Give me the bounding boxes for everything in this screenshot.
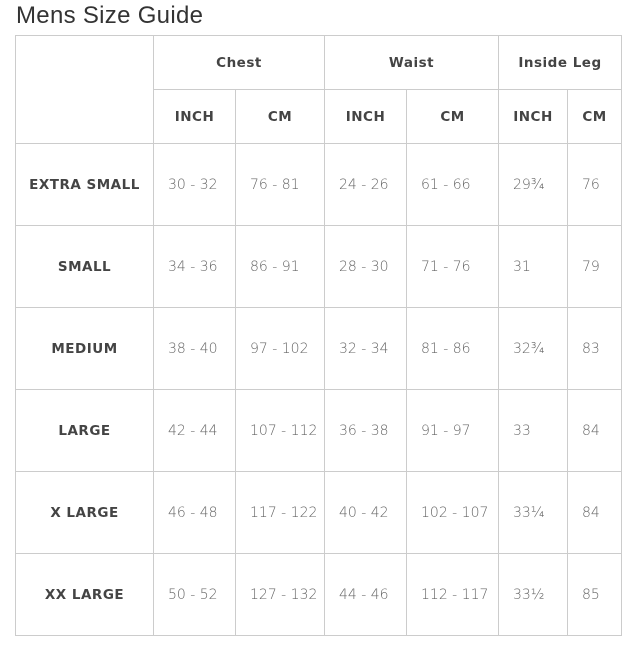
measurement-cell: 40 - 42 (324, 471, 407, 554)
measurement-cell: 107 - 112 (235, 389, 325, 472)
table-row: LARGE 42 - 44 107 - 112 36 - 38 91 - 97 33 84 (15, 389, 622, 472)
measurement-cell: 29¾ (498, 143, 568, 226)
measurement-cell: 127 - 132 (235, 553, 325, 636)
measurement-cell: 76 - 81 (235, 143, 325, 226)
measurement-cell: 79 (567, 225, 622, 308)
measurement-cell: 30 - 32 (153, 143, 236, 226)
measurement-cell: 81 - 86 (406, 307, 499, 390)
page-title: Mens Size Guide (16, 2, 204, 29)
table-row: EXTRA SMALL 30 - 32 76 - 81 24 - 26 61 - 66 2… (15, 143, 622, 226)
measurement-cell: 61 - 66 (406, 143, 499, 226)
table-row: XX LARGE 50 - 52 127 - 132 44 - 46 112 - 117… (15, 553, 622, 636)
unit-header: INCH (498, 89, 568, 144)
measurement-cell: 32 - 34 (324, 307, 407, 390)
unit-header: CM (406, 89, 499, 144)
unit-header: INCH (153, 89, 236, 144)
measurement-cell: 42 - 44 (153, 389, 236, 472)
measurement-cell: 84 (567, 389, 622, 472)
measurement-cell: 85 (567, 553, 622, 636)
measurement-cell: 33½ (498, 553, 568, 636)
corner-header (15, 35, 154, 144)
size-label: X LARGE (15, 471, 154, 554)
measurement-cell: 84 (567, 471, 622, 554)
measurement-cell: 34 - 36 (153, 225, 236, 308)
measurement-cell: 36 - 38 (324, 389, 407, 472)
measurement-cell: 33¼ (498, 471, 568, 554)
measurement-cell: 117 - 122 (235, 471, 325, 554)
measurement-cell: 71 - 76 (406, 225, 499, 308)
table-row: SMALL 34 - 36 86 - 91 28 - 30 71 - 76 31 79 (15, 225, 622, 308)
measurement-cell: 76 (567, 143, 622, 226)
measurement-cell: 112 - 117 (406, 553, 499, 636)
measurement-cell: 91 - 97 (406, 389, 499, 472)
group-header: Inside Leg (498, 35, 622, 90)
measurement-cell: 24 - 26 (324, 143, 407, 226)
unit-header: CM (567, 89, 622, 144)
size-label: SMALL (15, 225, 154, 308)
size-label: LARGE (15, 389, 154, 472)
measurement-cell: 44 - 46 (324, 553, 407, 636)
table-row: X LARGE 46 - 48 117 - 122 40 - 42 102 - 107 3… (15, 471, 622, 554)
size-guide-table: Chest Waist Inside Leg INCH CM INCH CM INCH C… (15, 35, 622, 636)
size-label: MEDIUM (15, 307, 154, 390)
measurement-cell: 97 - 102 (235, 307, 325, 390)
measurement-cell: 28 - 30 (324, 225, 407, 308)
measurement-cell: 86 - 91 (235, 225, 325, 308)
size-label: EXTRA SMALL (15, 143, 154, 226)
unit-header: CM (235, 89, 325, 144)
group-header: Waist (324, 35, 499, 90)
measurement-cell: 83 (567, 307, 622, 390)
measurement-cell: 102 - 107 (406, 471, 499, 554)
measurement-cell: 33 (498, 389, 568, 472)
unit-header: INCH (324, 89, 407, 144)
size-label: XX LARGE (15, 553, 154, 636)
measurement-cell: 46 - 48 (153, 471, 236, 554)
measurement-cell: 31 (498, 225, 568, 308)
measurement-cell: 50 - 52 (153, 553, 236, 636)
measurement-cell: 32¾ (498, 307, 568, 390)
measurement-cell: 38 - 40 (153, 307, 236, 390)
table-row: MEDIUM 38 - 40 97 - 102 32 - 34 81 - 86 32¾ 83 (15, 307, 622, 390)
group-header: Chest (153, 35, 325, 90)
